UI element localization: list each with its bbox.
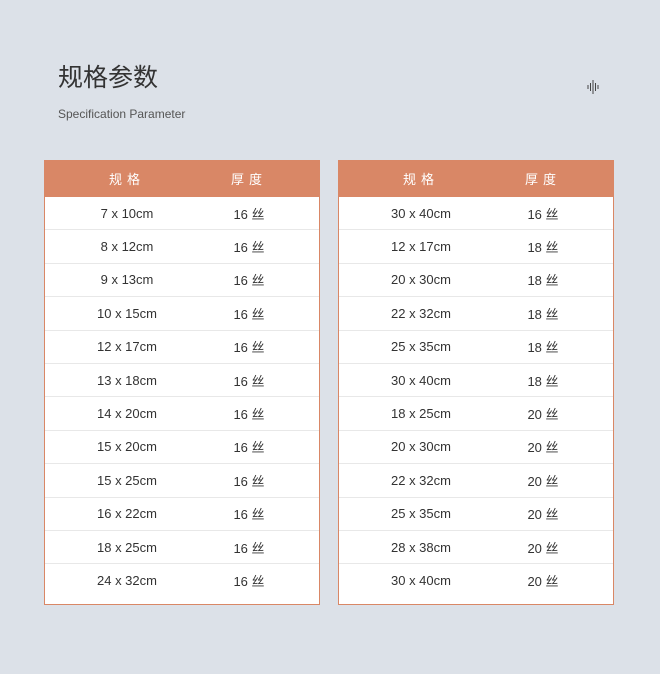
thickness-cell: 20 丝 [527, 407, 559, 423]
thickness-cell: 20 丝 [527, 507, 559, 523]
thickness-cell: 16 丝 [233, 373, 265, 389]
thickness-cell: 16 丝 [233, 340, 265, 356]
page-subtitle: Specification Parameter [58, 107, 186, 121]
spec-cell: 22 x 32cm [391, 305, 451, 321]
thickness-cell: 18 丝 [527, 273, 559, 289]
table-row: 7 x 10cm 16 丝 [45, 197, 319, 231]
spec-cell: 20 x 30cm [391, 439, 451, 455]
spec-cell: 14 x 20cm [97, 406, 157, 422]
spec-table-right: 规格 厚度 30 x 40cm 16 丝 12 x 17cm 18 丝 20 x 30cm 1… [338, 160, 614, 605]
thickness-cell: 16 丝 [233, 440, 265, 456]
table-row: 18 x 25cm 20 丝 [339, 397, 613, 431]
header-spec: 规格 [402, 172, 439, 187]
header-thickness: 厚度 [230, 172, 267, 187]
spec-cell: 24 x 32cm [97, 573, 157, 589]
table-row: 14 x 20cm 16 丝 [45, 397, 319, 431]
table-row: 13 x 18cm 16 丝 [45, 364, 319, 398]
table-row: 25 x 35cm 18 丝 [339, 331, 613, 364]
thickness-cell: 18 丝 [527, 340, 559, 356]
spec-cell: 20 x 30cm [391, 272, 451, 288]
table-row: 9 x 13cm 16 丝 [45, 264, 319, 298]
spec-cell: 28 x 38cm [391, 539, 451, 555]
spec-cell: 12 x 17cm [97, 339, 157, 355]
table-row: 8 x 12cm 16 丝 [45, 230, 319, 264]
table-row: 20 x 30cm 20 丝 [339, 431, 613, 465]
table-header: 规格 厚度 [45, 160, 319, 197]
thickness-cell: 16 丝 [233, 306, 265, 322]
thickness-cell: 20 丝 [527, 440, 559, 456]
thickness-cell: 20 丝 [527, 473, 559, 489]
thickness-cell: 18 丝 [527, 373, 559, 389]
spec-cell: 18 x 25cm [97, 539, 157, 555]
thickness-cell: 16 丝 [233, 273, 265, 289]
thickness-cell: 16 丝 [233, 507, 265, 523]
header-spec: 规格 [108, 172, 145, 187]
table-row: 28 x 38cm 20 丝 [339, 531, 613, 565]
table-row: 12 x 17cm 16 丝 [45, 331, 319, 364]
spec-table-left: 规格 厚度 7 x 10cm 16 丝 8 x 12cm 16 丝 9 x 13cm 16 丝… [44, 160, 320, 605]
spec-cell: 9 x 13cm [100, 272, 154, 288]
table-row: 30 x 40cm 18 丝 [339, 364, 613, 398]
table-header: 规格 厚度 [339, 160, 613, 197]
thickness-cell: 16 丝 [233, 540, 265, 556]
spec-cell: 15 x 20cm [97, 439, 157, 455]
table-row: 25 x 35cm 20 丝 [339, 498, 613, 531]
table-row: 24 x 32cm 16 丝 [45, 564, 319, 597]
table-row: 10 x 15cm 16 丝 [45, 297, 319, 331]
spec-cell: 25 x 35cm [391, 506, 451, 522]
table-row: 30 x 40cm 16 丝 [339, 197, 613, 231]
table-row: 22 x 32cm 18 丝 [339, 297, 613, 331]
thickness-cell: 20 丝 [527, 540, 559, 556]
table-row: 15 x 20cm 16 丝 [45, 431, 319, 465]
thickness-cell: 16 丝 [233, 206, 265, 222]
spec-cell: 16 x 22cm [97, 506, 157, 522]
thickness-cell: 16 丝 [233, 240, 265, 256]
table-row: 30 x 40cm 20 丝 [339, 564, 613, 597]
sound-wave-icon [587, 80, 599, 94]
spec-cell: 25 x 35cm [391, 339, 451, 355]
thickness-cell: 16 丝 [233, 574, 265, 590]
spec-cell: 30 x 40cm [391, 372, 451, 388]
spec-cell: 13 x 18cm [97, 372, 157, 388]
spec-cell: 15 x 25cm [97, 472, 157, 488]
thickness-cell: 16 丝 [233, 407, 265, 423]
spec-cell: 30 x 40cm [391, 205, 451, 221]
spec-cell: 10 x 15cm [97, 305, 157, 321]
spec-cell: 8 x 12cm [100, 239, 154, 255]
table-row: 22 x 32cm 20 丝 [339, 464, 613, 498]
thickness-cell: 16 丝 [233, 473, 265, 489]
spec-cell: 7 x 10cm [100, 205, 154, 221]
spec-cell: 12 x 17cm [391, 239, 451, 255]
spec-cell: 18 x 25cm [391, 406, 451, 422]
table-row: 20 x 30cm 18 丝 [339, 264, 613, 298]
spec-cell: 22 x 32cm [391, 472, 451, 488]
spec-cell: 30 x 40cm [391, 573, 451, 589]
table-row: 16 x 22cm 16 丝 [45, 498, 319, 531]
thickness-cell: 16 丝 [527, 206, 559, 222]
table-row: 12 x 17cm 18 丝 [339, 230, 613, 264]
thickness-cell: 18 丝 [527, 306, 559, 322]
thickness-cell: 18 丝 [527, 240, 559, 256]
table-row: 15 x 25cm 16 丝 [45, 464, 319, 498]
page-title: 规格参数 [58, 63, 159, 92]
table-row: 18 x 25cm 16 丝 [45, 531, 319, 565]
thickness-cell: 20 丝 [527, 574, 559, 590]
header-thickness: 厚度 [524, 172, 561, 187]
